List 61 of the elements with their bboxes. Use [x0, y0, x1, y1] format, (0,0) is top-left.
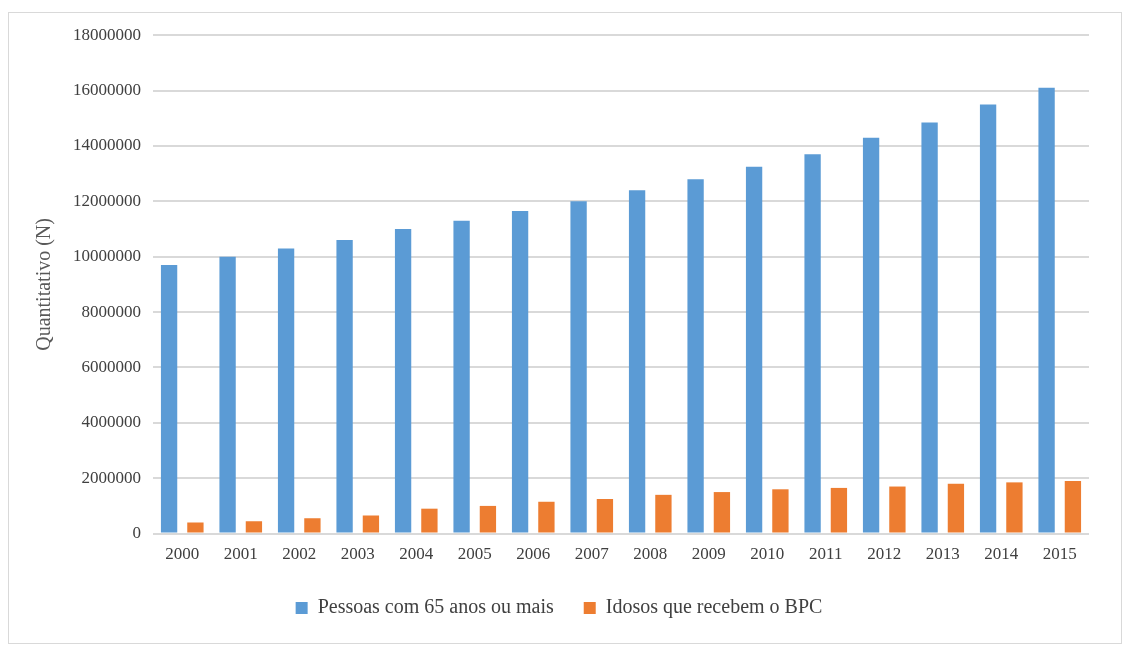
bar: [277, 248, 295, 533]
x-tick-label: 2014: [984, 544, 1019, 564]
y-tick-label: 18000000: [73, 24, 141, 44]
bar: [713, 492, 731, 533]
bar: [979, 104, 997, 533]
x-tick-label: 2012: [867, 544, 902, 564]
bar: [570, 201, 587, 533]
bar: [655, 494, 672, 533]
bar: [947, 483, 965, 533]
bar: [1038, 87, 1055, 533]
bar: [362, 515, 380, 533]
bar: [479, 505, 497, 533]
bar: [628, 190, 646, 533]
bar: [245, 521, 263, 533]
bar: [862, 137, 880, 533]
bar: [889, 486, 906, 533]
y-tick-label: 14000000: [73, 135, 141, 155]
x-tick-label: 2001: [223, 544, 258, 564]
bar: [187, 522, 204, 533]
y-axis-title: Quantitativo (N): [32, 218, 56, 351]
x-tick-label: 2000: [165, 544, 200, 564]
x-tick-label: 2008: [633, 544, 668, 564]
bar: [160, 265, 178, 533]
x-tick-label: 2006: [516, 544, 551, 564]
x-tick-label: 2005: [457, 544, 492, 564]
x-tick-label: 2009: [691, 544, 726, 564]
bar: [538, 501, 555, 533]
bar: [453, 220, 470, 533]
x-tick-label: 2011: [809, 544, 843, 564]
y-tick-label: 2000000: [81, 467, 141, 487]
bar: [745, 166, 763, 533]
bar: [830, 487, 848, 533]
bar: [687, 179, 704, 533]
bar: [421, 508, 438, 533]
bar: [394, 229, 412, 533]
bar: [596, 498, 614, 533]
y-tick-label: 16000000: [73, 80, 141, 100]
y-tick-label: 12000000: [73, 190, 141, 210]
bar: [1006, 482, 1023, 533]
bar: [921, 122, 938, 533]
y-tick-label: 0: [132, 523, 141, 543]
y-tick-label: 10000000: [73, 246, 141, 266]
bar: [1064, 480, 1082, 533]
y-tick-label: 6000000: [81, 356, 141, 376]
bar: [304, 518, 321, 533]
bar: [511, 211, 529, 533]
bar: [772, 489, 789, 533]
y-tick-label: 8000000: [81, 301, 141, 321]
x-tick-label: 2003: [340, 544, 375, 564]
bar: [219, 256, 236, 533]
x-tick-label: 2015: [1042, 544, 1077, 564]
x-tick-label: 2013: [925, 544, 960, 564]
x-tick-label: 2010: [750, 544, 785, 564]
x-tick-label: 2002: [282, 544, 317, 564]
legend-label: Pessoas com 65 anos ou mais: [317, 595, 554, 618]
y-tick-label: 4000000: [81, 412, 141, 432]
x-tick-label: 2007: [574, 544, 610, 564]
x-tick-label: 2004: [399, 544, 434, 564]
bar: [804, 154, 821, 533]
legend-label: Idosos que recebem o BPC: [605, 595, 823, 619]
bar: [336, 240, 353, 533]
